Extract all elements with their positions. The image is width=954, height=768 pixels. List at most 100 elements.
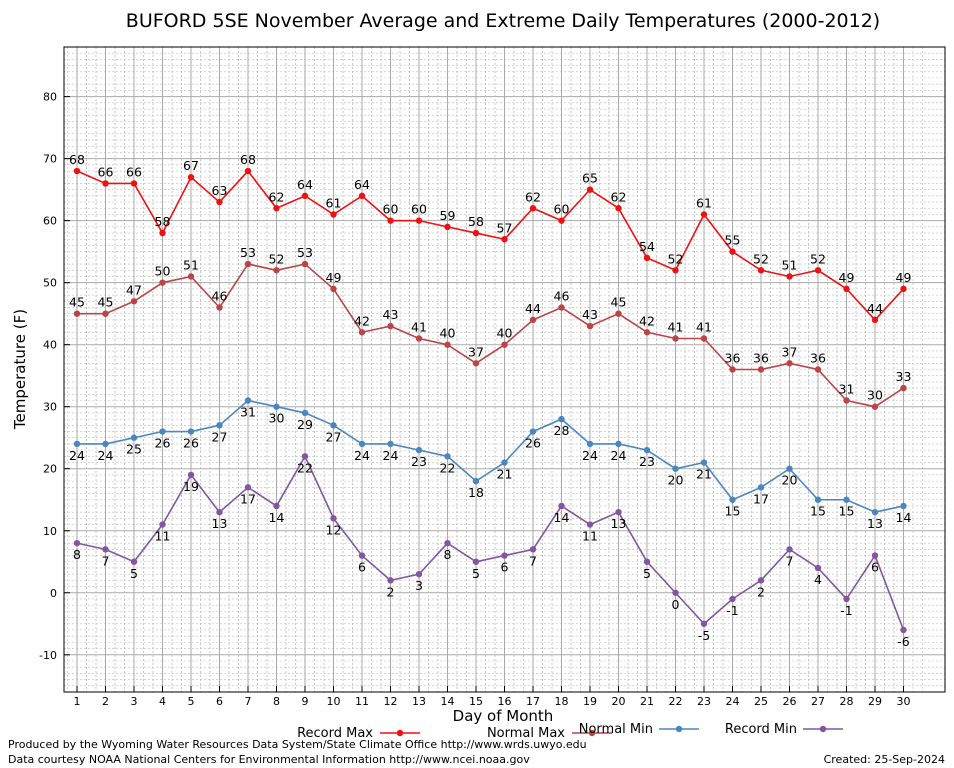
data-point (529, 205, 537, 212)
data-point (871, 316, 879, 324)
data-point (843, 397, 850, 404)
data-point (273, 403, 280, 410)
data-point (558, 502, 565, 510)
data-point (387, 217, 394, 224)
data-point (102, 180, 109, 187)
data-label: 45 (69, 295, 85, 310)
data-point (415, 217, 423, 224)
data-label: 44 (867, 301, 883, 316)
data-label: 41 (411, 319, 427, 334)
data-label: 24 (582, 448, 598, 463)
data-point (273, 502, 280, 510)
data-label: 57 (497, 220, 513, 235)
data-label: 15 (810, 504, 826, 519)
data-point (501, 552, 508, 559)
x-tick-label: 6 (216, 695, 223, 708)
data-label: 43 (383, 307, 399, 322)
data-point (387, 440, 394, 448)
data-label: 37 (782, 344, 798, 359)
y-tick-label: 0 (50, 587, 57, 600)
data-point (814, 564, 822, 572)
data-label: 21 (696, 467, 712, 482)
data-point (444, 341, 451, 348)
footer-credit-1: Produced by the Wyoming Water Resources … (8, 738, 587, 751)
data-label: 36 (753, 351, 769, 366)
data-label: 26 (525, 436, 541, 451)
data-label: 49 (326, 270, 342, 285)
data-label: 46 (554, 288, 570, 303)
data-point (501, 341, 508, 348)
data-label: 47 (126, 282, 142, 297)
series-line (76, 454, 905, 631)
data-label: 24 (611, 448, 627, 463)
x-tick-label: 10 (327, 695, 341, 708)
data-label: -1 (840, 603, 852, 618)
legend: Record Max Normal Max Normal Min Record Min (297, 722, 843, 741)
data-point (216, 198, 223, 206)
data-point (729, 595, 736, 603)
data-label: 61 (696, 195, 712, 210)
data-point (330, 422, 337, 429)
data-label: 58 (155, 214, 171, 229)
data-label: 66 (98, 164, 114, 179)
data-label: 11 (155, 529, 171, 544)
data-label: 62 (611, 189, 627, 204)
data-point (73, 539, 81, 547)
data-label: 5 (643, 566, 651, 581)
data-label: 4 (814, 572, 822, 587)
y-axis-label: Temperature (F) (11, 309, 29, 430)
data-label: 2 (757, 584, 765, 599)
data-label: 43 (582, 307, 598, 322)
x-tick-label: 12 (384, 695, 398, 708)
x-tick-label: 22 (669, 695, 683, 708)
data-point (672, 267, 679, 274)
data-point (529, 316, 537, 324)
data-label: 37 (468, 344, 484, 359)
data-point (472, 360, 480, 367)
data-point (130, 180, 138, 187)
x-tick-label: 15 (469, 695, 483, 708)
data-point (900, 285, 907, 293)
data-point (586, 440, 594, 448)
data-point (244, 260, 252, 268)
data-label: 13 (212, 516, 228, 531)
data-point (501, 236, 508, 243)
data-label: 36 (725, 351, 741, 366)
series-normal-max: 45 45 47 50 51 46 53 52 53 49 42 43 41 40 37 40 44 46 43 45… (69, 245, 911, 410)
data-point (843, 285, 850, 293)
data-label: 15 (839, 504, 855, 519)
data-point (216, 304, 223, 311)
data-label: 40 (497, 326, 513, 341)
data-label: 41 (668, 319, 684, 334)
data-label: 60 (411, 202, 427, 217)
data-label: 13 (867, 516, 883, 531)
data-point (643, 558, 651, 565)
data-point (187, 273, 195, 280)
data-point (558, 217, 565, 224)
y-tick-label: 50 (43, 277, 57, 290)
data-point (73, 167, 81, 175)
data-label: 6 (358, 560, 366, 575)
data-label: 20 (782, 473, 798, 488)
data-label: 20 (668, 473, 684, 488)
data-point (843, 496, 850, 503)
data-label: 66 (126, 164, 142, 179)
data-point (700, 459, 708, 466)
data-point (900, 384, 907, 392)
data-point (444, 223, 451, 231)
data-label: 68 (240, 152, 256, 167)
data-point (387, 322, 394, 330)
x-tick-label: 8 (273, 695, 280, 708)
y-tick-label: 70 (43, 153, 57, 166)
x-tick-label: 19 (583, 695, 597, 708)
data-point (615, 310, 622, 317)
data-point (216, 422, 223, 429)
data-point (586, 521, 594, 528)
x-tick-label: 29 (868, 695, 882, 708)
data-label: 5 (130, 566, 138, 581)
data-label: 26 (155, 436, 171, 451)
data-label: 7 (786, 553, 794, 568)
data-label: 3 (415, 578, 423, 593)
data-label: 23 (411, 454, 427, 469)
